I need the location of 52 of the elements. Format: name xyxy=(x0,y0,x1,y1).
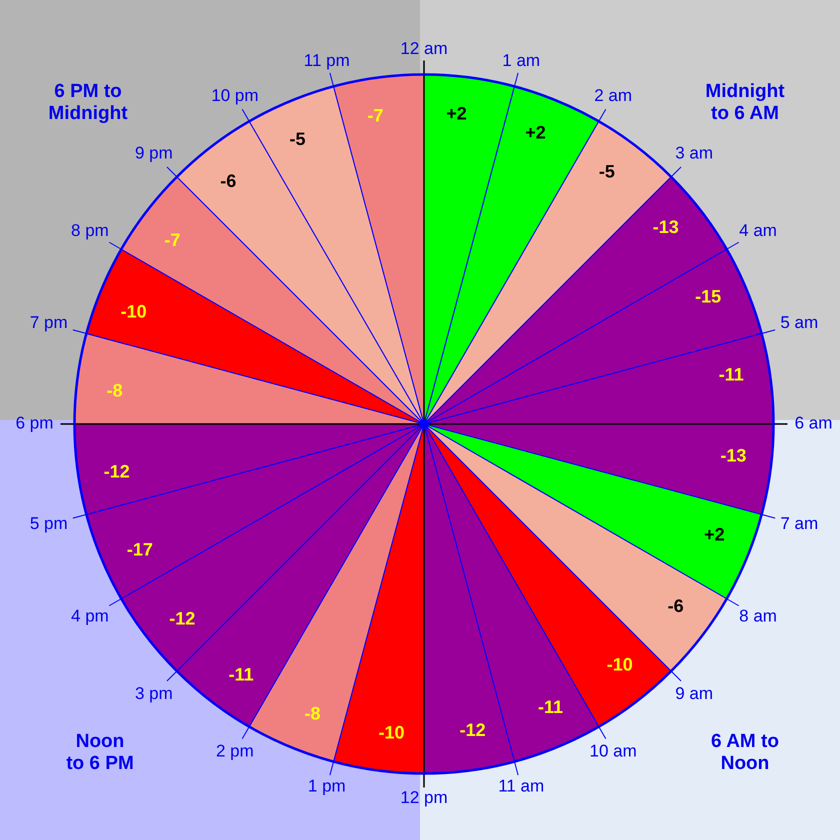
data-label: -5 xyxy=(598,161,615,182)
category-label: 2 am xyxy=(594,86,632,106)
data-label: -6 xyxy=(668,596,684,616)
text: 6 AM to Noon xyxy=(710,731,780,775)
data-label: +2 xyxy=(446,104,467,124)
category-label: 12 pm xyxy=(400,788,448,808)
category-label: 3 am xyxy=(675,144,714,163)
text: 6 PM to Midnight xyxy=(47,81,129,125)
category-label: 11 pm xyxy=(304,50,350,70)
category-label: 4 pm xyxy=(71,606,109,626)
data-label: +2 xyxy=(525,122,546,143)
data-label: -12 xyxy=(460,720,486,740)
data-label: -5 xyxy=(289,128,306,149)
category-label: 8 pm xyxy=(71,220,109,240)
category-label: 1 pm xyxy=(308,776,346,796)
category-label: 5 pm xyxy=(30,514,68,534)
data-label: -15 xyxy=(695,286,722,306)
data-label: -11 xyxy=(718,364,744,384)
category-label: 6 am xyxy=(794,414,832,433)
data-label: -8 xyxy=(106,380,123,400)
category-label: 10 pm xyxy=(211,86,258,106)
data-label: -7 xyxy=(367,106,384,126)
text: Noon to 6 PM xyxy=(65,731,135,775)
category-label: 9 pm xyxy=(134,144,173,163)
data-label: +2 xyxy=(704,524,725,544)
data-label: -10 xyxy=(606,654,633,675)
data-label: -12 xyxy=(104,462,130,482)
data-label: -11 xyxy=(538,697,564,718)
category-label: 9 am xyxy=(675,684,714,703)
category-label: 11 am xyxy=(498,776,544,796)
category-label: 1 am xyxy=(502,50,540,70)
data-label: -6 xyxy=(220,171,236,192)
category-label: 8 am xyxy=(739,606,777,626)
data-label: -10 xyxy=(120,301,147,322)
data-label: -13 xyxy=(652,217,679,238)
data-label: -8 xyxy=(304,703,321,724)
category-label: 2 pm xyxy=(216,741,254,760)
category-label: 4 am xyxy=(739,220,777,240)
category-label: 5 am xyxy=(780,313,818,332)
data-label: -17 xyxy=(126,539,153,560)
category-label: 3 pm xyxy=(134,684,173,703)
data-label: -11 xyxy=(228,664,254,685)
data-label: -10 xyxy=(378,722,404,742)
category-label: 10 am xyxy=(590,741,637,760)
data-label: -7 xyxy=(164,230,180,250)
text: Midnight to 6 AM xyxy=(704,81,786,125)
category-label: 6 pm xyxy=(16,414,54,433)
category-label: 7 am xyxy=(780,514,818,534)
data-label: -13 xyxy=(720,445,746,466)
category-label: 7 pm xyxy=(30,313,68,332)
category-label: 12 am xyxy=(400,39,448,58)
data-label: -12 xyxy=(169,608,196,629)
